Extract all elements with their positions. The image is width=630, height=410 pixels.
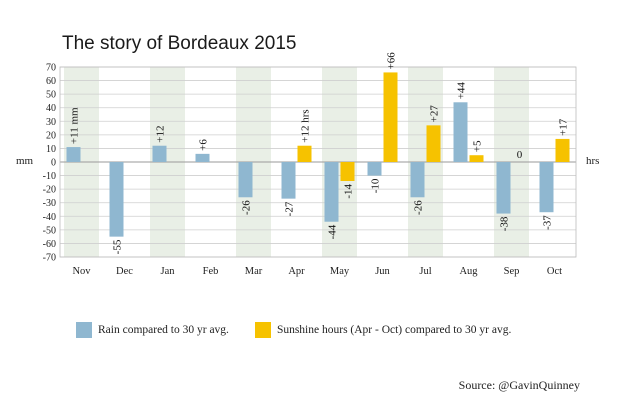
y-tick-label: 20 xyxy=(46,130,56,141)
data-label: -55 xyxy=(112,239,124,254)
data-label: +5 xyxy=(472,140,484,152)
x-tick-label: Aug xyxy=(459,266,478,277)
y-tick-label: 0 xyxy=(51,158,56,169)
y-tick-label: 30 xyxy=(46,117,56,128)
sunshine-bar xyxy=(340,162,355,181)
sunshine-bar xyxy=(426,125,441,162)
data-label: -44 xyxy=(327,224,339,239)
data-label: -38 xyxy=(499,216,511,231)
y-tick-label: -50 xyxy=(43,225,56,236)
y-tick-label: -60 xyxy=(43,239,56,250)
legend: Rain compared to 30 yr avg. Sunshine hou… xyxy=(76,322,537,338)
data-label: -27 xyxy=(284,201,296,216)
y-tick-label: -40 xyxy=(43,212,56,223)
x-tick-label: Oct xyxy=(547,266,562,277)
data-label: +12 hrs xyxy=(300,109,312,142)
rain-bar xyxy=(324,162,339,222)
data-label: -26 xyxy=(413,200,425,215)
y-tick-label: 40 xyxy=(46,103,56,114)
x-tick-label: Apr xyxy=(288,266,305,277)
rain-bar xyxy=(496,162,511,214)
y-tick-label: 60 xyxy=(46,76,56,87)
x-tick-label: May xyxy=(330,266,350,277)
data-label: +66 xyxy=(386,52,398,70)
data-label: +17 xyxy=(558,118,570,136)
legend-label-rain: Rain compared to 30 yr avg. xyxy=(98,324,229,336)
sunshine-bar xyxy=(383,72,398,162)
x-tick-label: Jan xyxy=(161,266,176,277)
data-label: +12 xyxy=(155,125,167,142)
data-label: +6 xyxy=(198,139,210,151)
data-label: -37 xyxy=(542,215,554,230)
chart-title: The story of Bordeaux 2015 xyxy=(62,33,297,54)
data-label: -14 xyxy=(343,184,355,199)
rain-bar xyxy=(410,162,425,198)
x-tick-label: Jul xyxy=(419,266,431,277)
x-tick-label: Feb xyxy=(203,266,219,277)
rain-bar xyxy=(539,162,554,213)
legend-item-sunshine: Sunshine hours (Apr - Oct) compared to 3… xyxy=(254,322,512,338)
rain-bar xyxy=(238,162,253,198)
y-tick-label: -70 xyxy=(43,253,56,264)
sunshine-bar xyxy=(469,155,484,162)
rain-bar xyxy=(367,162,382,176)
legend-swatch-sunshine xyxy=(254,322,271,338)
legend-swatch-rain xyxy=(76,322,92,338)
source-credit: Source: @GavinQuinney xyxy=(458,378,580,392)
data-label: +11 mm xyxy=(69,107,81,144)
x-tick-label: Nov xyxy=(72,266,91,277)
y-tick-label: -30 xyxy=(43,198,56,209)
legend-label-sunshine: Sunshine hours (Apr - Oct) compared to 3… xyxy=(276,324,512,336)
y-tick-label: -20 xyxy=(43,185,56,196)
x-tick-label: Mar xyxy=(245,266,263,277)
data-label: +44 xyxy=(456,82,468,100)
y-axis-unit-right: hrs xyxy=(586,155,600,167)
rain-bar xyxy=(453,102,468,162)
data-label: -10 xyxy=(370,178,382,193)
rain-bar xyxy=(66,147,81,162)
y-tick-label: 10 xyxy=(46,144,56,155)
x-tick-label: Sep xyxy=(504,266,520,277)
plot-border xyxy=(59,66,577,258)
rain-bar xyxy=(281,162,296,199)
sunshine-bar xyxy=(297,145,312,162)
sunshine-bar xyxy=(555,138,570,162)
data-label: 0 xyxy=(517,149,523,161)
rain-bar xyxy=(109,162,124,237)
y-tick-label: 50 xyxy=(46,90,56,101)
x-tick-label: Dec xyxy=(116,266,133,277)
data-label: +27 xyxy=(429,105,441,123)
x-tick-label: Jun xyxy=(375,266,390,277)
y-tick-label: 70 xyxy=(46,63,56,74)
data-label: -26 xyxy=(241,200,253,215)
y-tick-label: -10 xyxy=(43,171,56,182)
rain-bar xyxy=(152,145,167,162)
rain-bar xyxy=(195,153,210,162)
legend-item-rain: Rain compared to 30 yr avg. xyxy=(76,322,229,338)
y-axis-unit-left: mm xyxy=(16,155,34,167)
